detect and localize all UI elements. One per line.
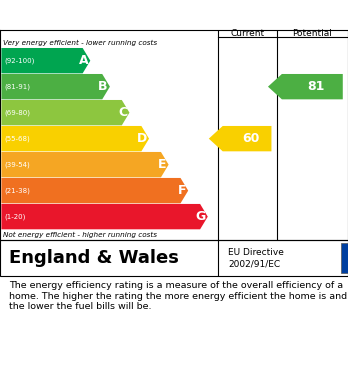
Text: D: D (137, 132, 147, 145)
Text: (69-80): (69-80) (4, 109, 30, 116)
Polygon shape (1, 152, 169, 178)
Polygon shape (209, 126, 271, 151)
Text: Not energy efficient - higher running costs: Not energy efficient - higher running co… (3, 231, 158, 238)
Text: England & Wales: England & Wales (9, 249, 179, 267)
Text: Very energy efficient - lower running costs: Very energy efficient - lower running co… (3, 40, 158, 46)
Text: EU Directive
2002/91/EC: EU Directive 2002/91/EC (228, 248, 284, 269)
Polygon shape (1, 204, 208, 229)
Polygon shape (1, 100, 129, 126)
Text: 81: 81 (307, 80, 324, 93)
Text: Potential: Potential (292, 29, 332, 38)
Text: E: E (158, 158, 166, 171)
Text: (92-100): (92-100) (4, 57, 34, 64)
Polygon shape (268, 74, 343, 99)
Text: Current: Current (230, 29, 264, 38)
Polygon shape (1, 178, 188, 203)
Text: G: G (196, 210, 206, 223)
Text: (39-54): (39-54) (4, 161, 30, 168)
Bar (341, 243, 348, 273)
Text: C: C (118, 106, 127, 119)
Polygon shape (1, 126, 149, 151)
Text: The energy efficiency rating is a measure of the overall efficiency of a home. T: The energy efficiency rating is a measur… (9, 282, 347, 311)
Text: (21-38): (21-38) (4, 187, 30, 194)
Text: Energy Efficiency Rating: Energy Efficiency Rating (9, 8, 230, 23)
Text: (1-20): (1-20) (4, 213, 25, 220)
Polygon shape (1, 48, 90, 74)
Text: 60: 60 (242, 132, 259, 145)
Polygon shape (1, 74, 110, 99)
Text: (55-68): (55-68) (4, 135, 30, 142)
Text: A: A (79, 54, 88, 67)
Text: F: F (177, 184, 186, 197)
Text: (81-91): (81-91) (4, 83, 30, 90)
Text: B: B (98, 80, 108, 93)
